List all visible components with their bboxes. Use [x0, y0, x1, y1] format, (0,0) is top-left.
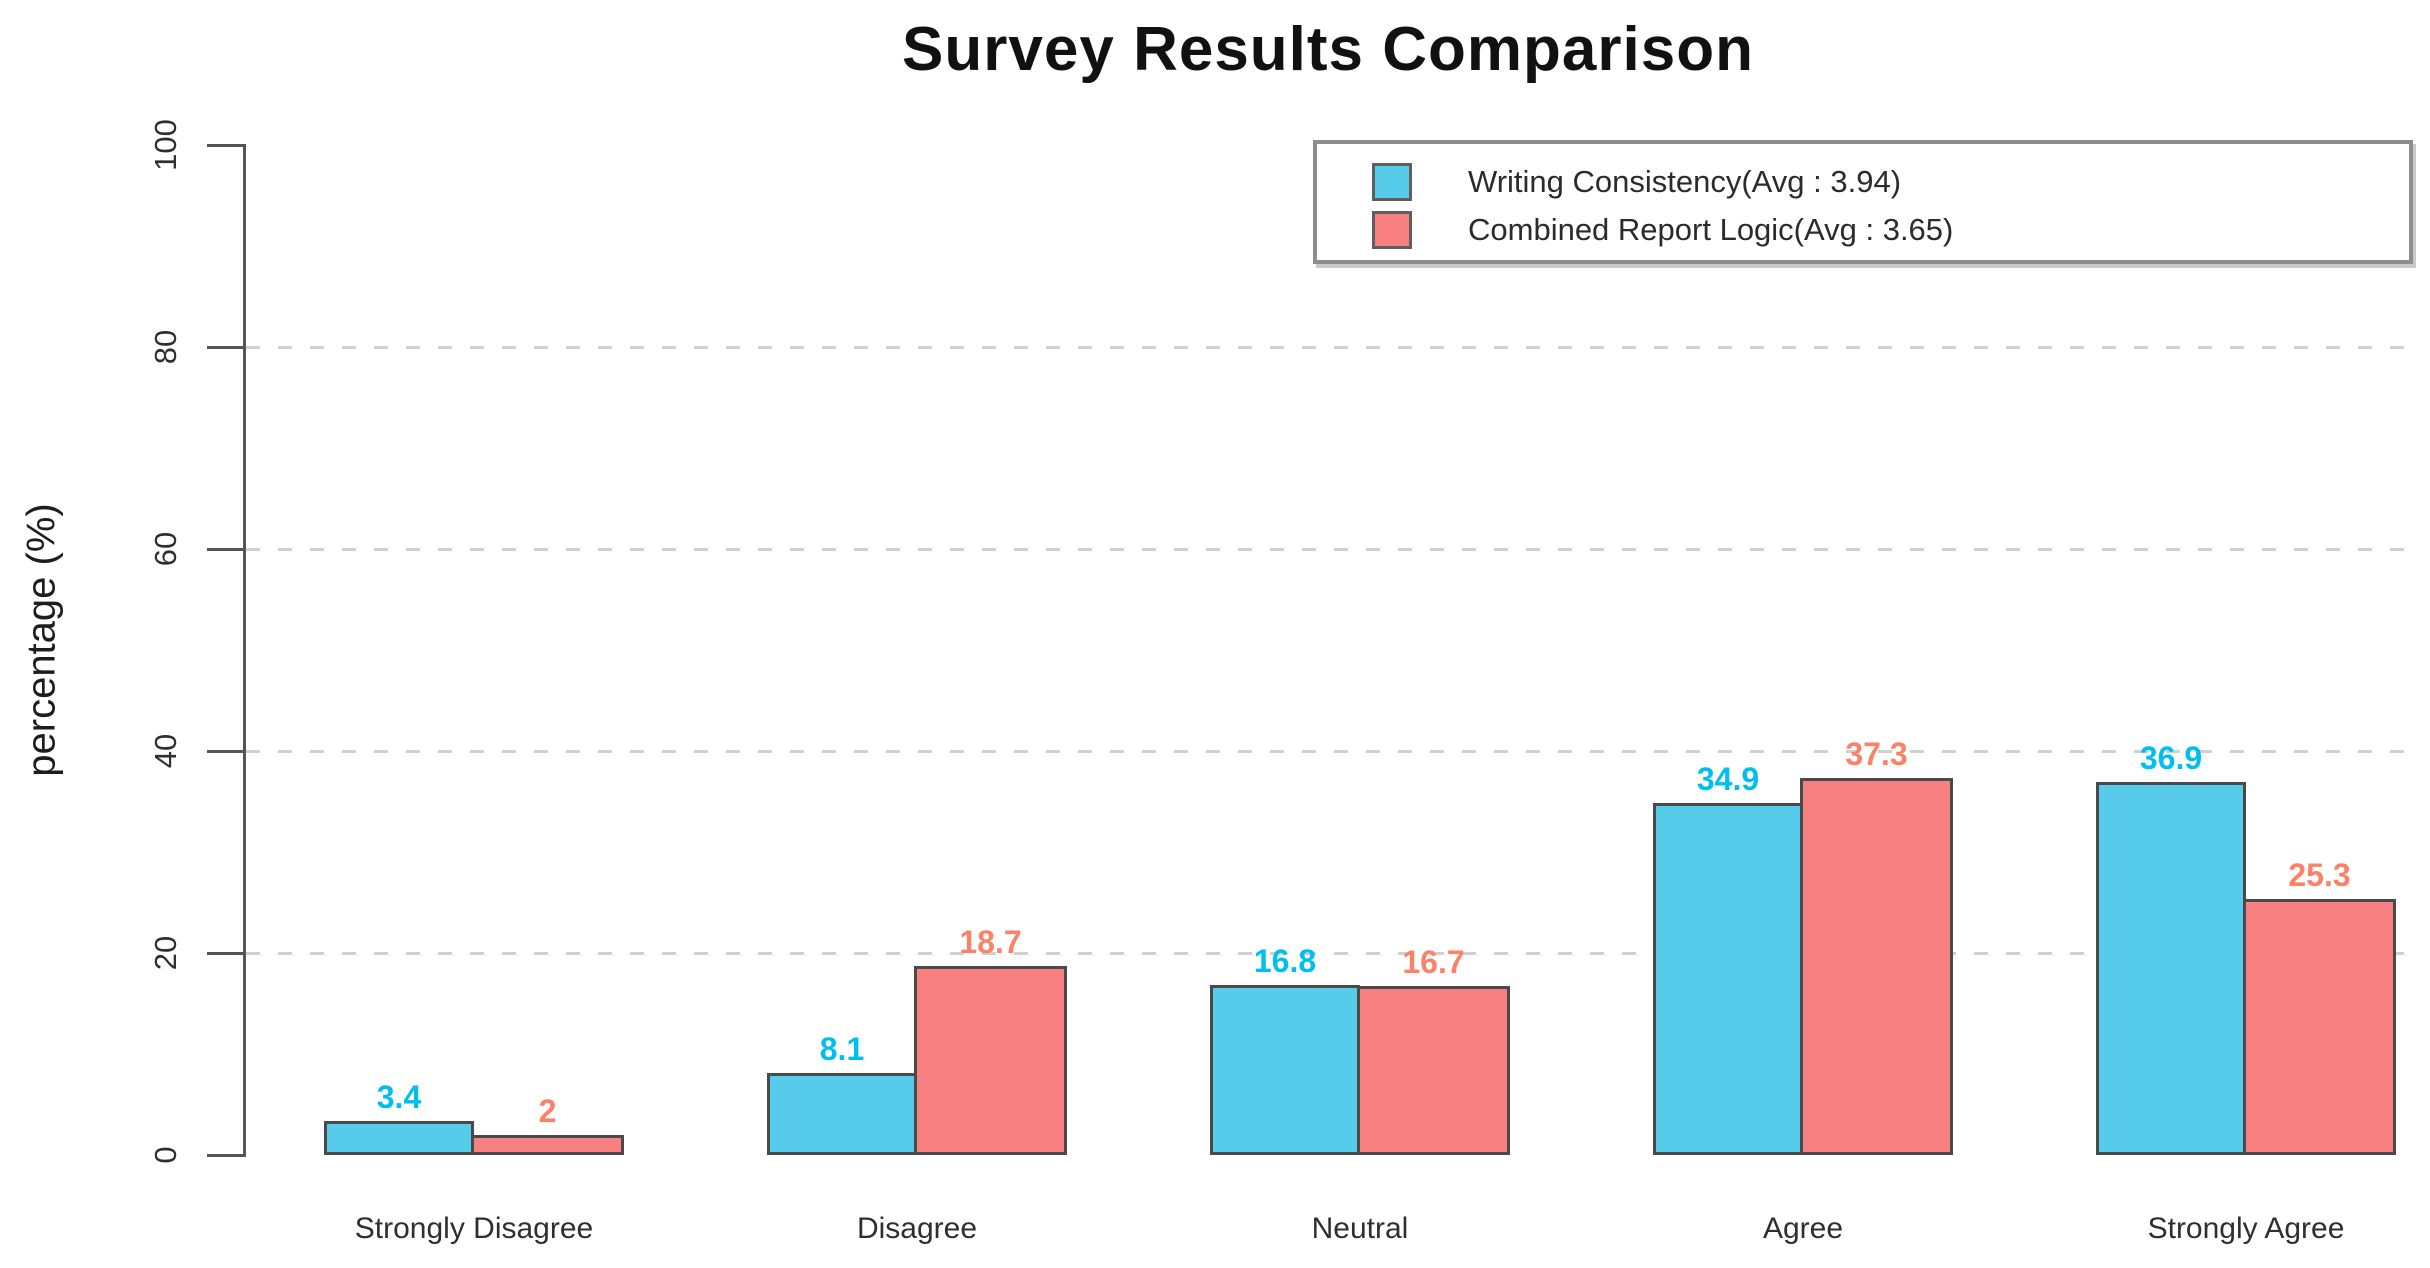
- bar-value-label: 34.9: [1696, 761, 1760, 797]
- bar-writing-consistency-3: [1653, 803, 1803, 1155]
- y-tick-label-20: 20: [148, 935, 183, 971]
- x-category-label-1: Disagree: [856, 1212, 978, 1245]
- y-tick-80: [207, 346, 243, 349]
- y-tick-label-0: 0: [148, 1146, 183, 1164]
- legend-label-combined-report-logic: Combined Report Logic(Avg : 3.65): [1468, 212, 1954, 247]
- x-category-label-3: Agree: [1762, 1212, 1844, 1245]
- bar-value-label: 16.8: [1253, 943, 1317, 979]
- y-tick-label-40: 40: [148, 733, 183, 769]
- bar-value-label: 18.7: [959, 924, 1022, 960]
- bar-value-label: 16.7: [1402, 944, 1465, 980]
- y-tick-60: [207, 548, 243, 551]
- gridline-60: [246, 548, 2420, 551]
- x-category-label-0: Strongly Disagree: [354, 1212, 594, 1245]
- bar-value-label: 8.1: [819, 1031, 865, 1067]
- y-tick-label-80: 80: [148, 329, 183, 365]
- gridline-20: [246, 952, 2420, 955]
- legend-swatch-writing-consistency-icon: [1372, 163, 1412, 201]
- bar-writing-consistency-0: [324, 1121, 474, 1155]
- y-tick-0: [207, 1154, 243, 1157]
- bar-combined-report-logic-4: [2243, 899, 2396, 1155]
- legend: Writing Consistency(Avg : 3.94) Combined…: [1313, 140, 2413, 264]
- bar-value-label: 3.4: [376, 1079, 422, 1115]
- bar-value-label: 37.3: [1845, 736, 1908, 772]
- x-category-label-2: Neutral: [1311, 1212, 1409, 1245]
- legend-item-writing-consistency: Writing Consistency(Avg : 3.94): [1372, 160, 1901, 204]
- y-tick-label-60: 60: [148, 531, 183, 567]
- y-tick-100: [207, 144, 243, 147]
- bar-writing-consistency-1: [767, 1073, 917, 1155]
- y-axis-line: [243, 144, 246, 1157]
- x-category-label-4: Strongly Agree: [2147, 1212, 2345, 1245]
- bar-combined-report-logic-2: [1357, 986, 1510, 1155]
- y-tick-label-100: 100: [148, 119, 183, 171]
- legend-swatch-combined-report-logic-icon: [1372, 211, 1412, 249]
- y-tick-40: [207, 750, 243, 753]
- legend-item-combined-report-logic: Combined Report Logic(Avg : 3.65): [1372, 208, 1953, 252]
- legend-label-writing-consistency: Writing Consistency(Avg : 3.94): [1468, 164, 1902, 199]
- chart-title: Survey Results Comparison: [902, 15, 1754, 84]
- bar-combined-report-logic-1: [914, 966, 1067, 1155]
- bar-combined-report-logic-3: [1800, 778, 1953, 1155]
- bar-value-label: 36.9: [2139, 740, 2203, 776]
- gridline-40: [246, 750, 2420, 753]
- bar-value-label: 25.3: [2288, 857, 2351, 893]
- bar-writing-consistency-2: [1210, 985, 1360, 1155]
- gridline-80: [246, 346, 2420, 349]
- y-tick-20: [207, 952, 243, 955]
- bar-value-label: 2: [538, 1093, 557, 1129]
- bar-writing-consistency-4: [2096, 782, 2246, 1155]
- bar-combined-report-logic-0: [471, 1135, 624, 1155]
